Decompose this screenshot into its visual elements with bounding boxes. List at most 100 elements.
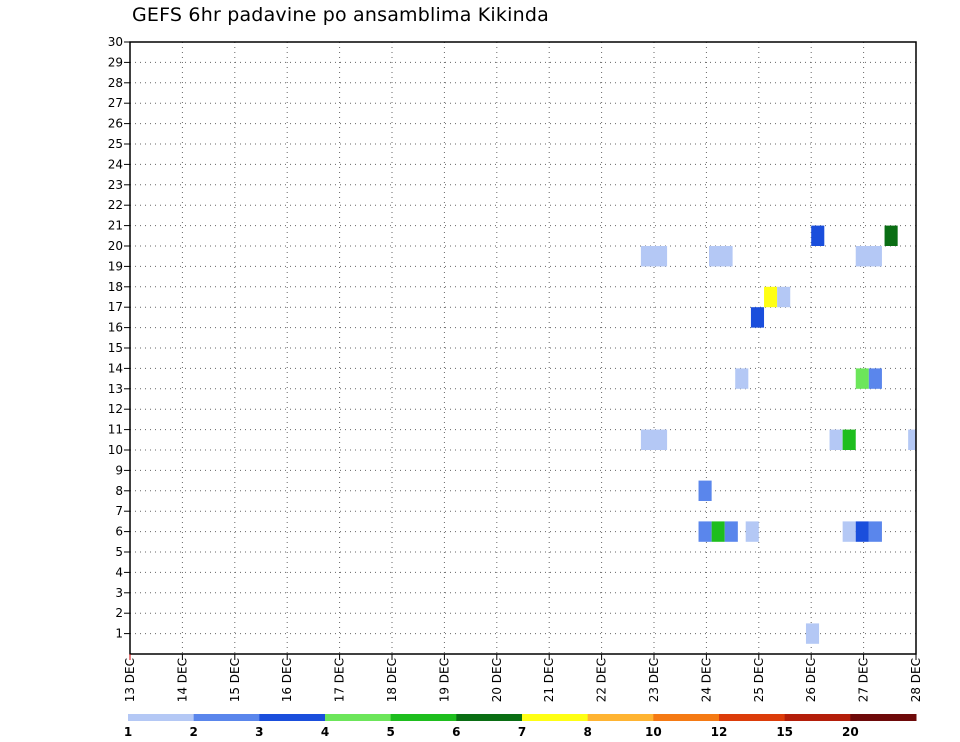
colorbar-label: 3	[255, 725, 263, 739]
y-tick-label: 30	[108, 35, 123, 49]
colorbar-swatch	[784, 714, 851, 721]
colorbar-swatch	[456, 714, 523, 721]
colorbar-label: 5	[386, 725, 394, 739]
precip-cell	[829, 429, 843, 450]
y-tick-label: 12	[108, 402, 123, 416]
x-tick-label: 14 DEC	[175, 658, 189, 702]
y-tick-label: 13	[108, 382, 123, 396]
colorbar-label: 6	[452, 725, 460, 739]
colorbar-swatch	[522, 714, 589, 721]
y-tick-label: 6	[115, 525, 123, 539]
colorbar-swatch	[850, 714, 917, 721]
precip-cell	[640, 246, 668, 267]
precip-cell	[698, 521, 712, 542]
x-tick-label: 15 DEC	[228, 658, 242, 702]
colorbar-label: 7	[518, 725, 526, 739]
precip-cell	[868, 368, 882, 389]
precip-cell	[855, 521, 869, 542]
y-tick-label: 25	[108, 137, 123, 151]
precip-cell	[805, 623, 820, 644]
precip-cell	[750, 307, 765, 328]
colorbar-swatch	[653, 714, 720, 721]
y-tick-label: 27	[108, 96, 123, 110]
precip-cell	[640, 429, 668, 450]
y-tick-label: 22	[108, 198, 123, 212]
x-tick-label: 16 DEC	[280, 658, 294, 702]
y-tick-label: 5	[115, 545, 123, 559]
y-tick-label: 9	[115, 463, 123, 477]
precip-cell	[698, 480, 712, 501]
colorbar-swatch	[128, 714, 195, 721]
y-tick-label: 3	[115, 586, 123, 600]
precip-cell	[868, 521, 882, 542]
precip-cell	[842, 521, 856, 542]
chart-title: GEFS 6hr padavine po ansamblima Kikinda	[132, 4, 549, 26]
precip-cell	[709, 246, 733, 267]
y-tick-label: 23	[108, 178, 123, 192]
colorbar-label: 20	[842, 725, 859, 739]
y-tick-label: 24	[108, 157, 123, 171]
colorbar-label: 4	[321, 725, 329, 739]
y-tick-label: 18	[108, 280, 123, 294]
y-tick-label: 16	[108, 321, 123, 335]
precip-cell	[764, 286, 778, 308]
precip-cell	[855, 368, 869, 389]
precip-cell	[777, 286, 791, 308]
y-tick-label: 8	[115, 484, 123, 498]
y-tick-label: 1	[115, 627, 123, 641]
x-tick-label: 19 DEC	[437, 658, 451, 702]
x-tick-label: 22 DEC	[595, 658, 609, 702]
plot-frame	[129, 41, 917, 655]
precip-cell	[711, 521, 725, 542]
colorbar-label: 15	[776, 725, 793, 739]
precip-cell	[811, 225, 825, 246]
x-tick-label: 27 DEC	[857, 658, 871, 702]
y-tick-label: 20	[108, 239, 123, 253]
colorbar-swatch	[390, 714, 457, 721]
colorbar-swatch	[193, 714, 260, 721]
x-tick-label: 21 DEC	[542, 658, 556, 702]
x-tick-label: 20 DEC	[490, 658, 504, 702]
x-tick-label: 28 DEC	[909, 658, 923, 702]
y-tick-label: 21	[108, 219, 123, 233]
x-tick-label: 24 DEC	[699, 658, 713, 702]
y-tick-label: 7	[115, 504, 123, 518]
precip-cell	[735, 368, 749, 389]
y-tick-label: 19	[108, 259, 123, 273]
x-tick-label: 18 DEC	[385, 658, 399, 702]
y-tick-label: 4	[115, 565, 123, 579]
colorbar-swatch	[719, 714, 786, 721]
colorbar-label: 2	[189, 725, 197, 739]
y-tick-label: 11	[108, 423, 123, 437]
colorbar-swatch	[259, 714, 326, 721]
grid-lines	[130, 41, 916, 654]
precip-cells	[640, 225, 916, 644]
precip-cell	[842, 429, 856, 450]
axes: 1234567891011121314151617181920212223242…	[108, 35, 923, 702]
y-tick-label: 17	[108, 300, 123, 314]
precip-cell	[884, 225, 898, 246]
colorbar-label: 10	[645, 725, 662, 739]
y-tick-label: 15	[108, 341, 123, 355]
y-tick-label: 29	[108, 55, 123, 69]
colorbar-label: 12	[711, 725, 728, 739]
colorbar-swatch	[325, 714, 392, 721]
precip-cell	[724, 521, 738, 542]
x-tick-label: 25 DEC	[752, 658, 766, 702]
colorbar-swatch	[587, 714, 654, 721]
precip-cell	[855, 246, 882, 267]
colorbar-label: 1	[124, 725, 132, 739]
y-tick-label: 14	[108, 361, 123, 375]
precip-cell	[908, 429, 916, 450]
colorbar-label: 8	[583, 725, 591, 739]
y-tick-label: 26	[108, 117, 123, 131]
x-tick-label: 13 DEC	[123, 658, 137, 702]
x-tick-label: 23 DEC	[647, 658, 661, 702]
colorbar: 1 2 3 4 5 6 7 8 10 12 15 20	[124, 714, 917, 739]
x-tick-label: 17 DEC	[333, 658, 347, 702]
precip-cell	[745, 521, 759, 542]
y-tick-label: 10	[108, 443, 123, 457]
y-tick-label: 2	[115, 606, 123, 620]
y-tick-label: 28	[108, 76, 123, 90]
